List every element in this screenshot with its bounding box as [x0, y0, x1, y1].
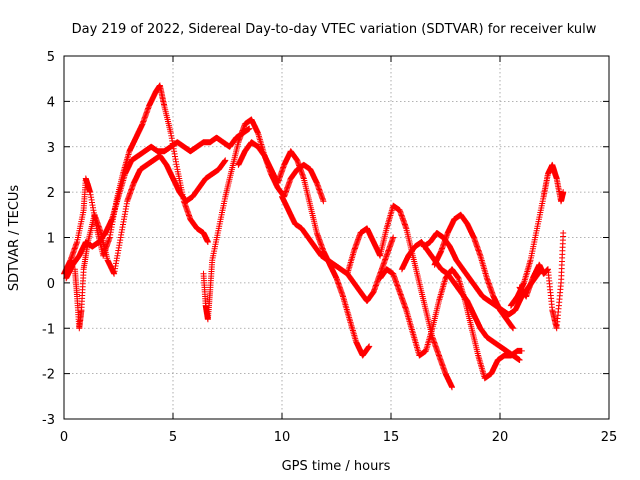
x-tick-label: 15	[383, 430, 400, 445]
grid	[64, 56, 609, 419]
y-tick-label: -3	[42, 413, 55, 428]
y-tick-label: 3	[47, 141, 55, 156]
data-point-markers	[507, 161, 567, 309]
y-tick-label: -1	[42, 322, 55, 337]
data-point-markers	[71, 152, 229, 332]
x-tick-label: 5	[169, 430, 177, 445]
data-series	[71, 152, 229, 332]
data-series	[377, 266, 525, 382]
y-tick-label: 5	[47, 50, 55, 65]
data-series	[431, 211, 517, 332]
y-tick-label: -2	[42, 368, 55, 383]
axis-ticks: 0 5 10 15 20 25 -3 -2 -1 0 1 2 3 4 5	[42, 50, 617, 445]
x-tick-label: 20	[492, 430, 509, 445]
data-point-markers	[516, 230, 567, 332]
x-tick-label: 10	[274, 430, 291, 445]
data-point-markers	[63, 125, 253, 282]
data-point-markers	[431, 211, 517, 332]
data-point-markers	[279, 193, 397, 304]
plot-area	[61, 82, 567, 391]
data-series	[279, 193, 397, 304]
data-point-markers	[398, 239, 523, 363]
data-series	[63, 125, 253, 282]
y-tick-label: 1	[47, 232, 55, 247]
data-point-markers	[200, 116, 327, 323]
x-axis-label: GPS time / hours	[282, 459, 391, 474]
data-series	[200, 116, 327, 323]
y-tick-label: 2	[47, 186, 55, 201]
y-tick-label: 4	[47, 95, 55, 110]
data-point-markers	[344, 202, 455, 391]
chart-title: Day 219 of 2022, Sidereal Day-to-day VTE…	[72, 22, 597, 37]
data-series	[344, 202, 455, 391]
y-tick-label: 0	[47, 277, 55, 292]
data-series	[507, 161, 567, 309]
data-series	[398, 239, 523, 363]
data-point-markers	[235, 139, 373, 359]
y-axis-label: SDTVAR / TECUs	[7, 185, 22, 292]
x-tick-label: 25	[601, 430, 618, 445]
data-series	[235, 139, 373, 359]
x-tick-label: 0	[60, 430, 68, 445]
data-point-markers	[377, 266, 525, 382]
data-series	[516, 230, 567, 332]
